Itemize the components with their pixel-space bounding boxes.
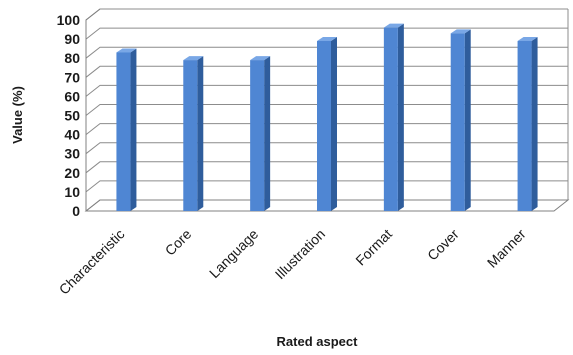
y-axis-ticks: 0 10 20 30 40 50 60 70 80 90 100 [57,12,81,219]
y-tick-label: 0 [72,203,80,219]
bar-side [331,37,337,212]
x-axis-title: Rated aspect [277,334,359,349]
bar-side [397,23,404,211]
bar-illustration [317,37,337,212]
y-tick-label: 10 [64,184,80,200]
gridline [85,180,568,193]
x-tick-label: Illustration [272,226,328,282]
bar-front [250,60,265,211]
bar-top [183,56,204,61]
y-tick-label: 80 [64,50,80,66]
y-tick-label: 100 [57,12,81,28]
y-tick-label: 50 [64,108,80,124]
y-tick-label: 40 [64,127,80,143]
chart-walls [84,8,570,212]
bar-top [250,56,271,61]
bar-front [116,52,131,211]
x-tick-label: Format [352,226,395,269]
bar-front [450,33,465,212]
bar-core [183,56,204,211]
y-tick-label: 90 [64,31,80,47]
bar-side [531,37,538,212]
y-tick-label: 60 [64,88,80,104]
gridline [85,8,568,21]
y-axis-title: Value (%) [10,86,25,144]
bar-top [517,37,538,42]
gridline [85,142,568,155]
y-tick-label: 70 [64,69,80,85]
bar-format [383,23,404,211]
x-tick-label: Manner [484,226,529,271]
floor [84,199,570,212]
left-wall-edge [85,8,101,211]
gridline [85,27,568,40]
gridline [85,84,568,97]
bar-top [317,37,337,42]
y-tick-label: 20 [64,165,80,181]
gridline [85,46,568,59]
gridline [85,104,568,116]
bar-front [183,60,198,211]
bar-front [317,41,331,212]
bar-side [197,56,204,211]
bar-side [264,56,271,211]
bar-front [517,41,532,212]
gridline [85,123,568,135]
gridline [85,161,568,174]
bar-top [116,48,137,53]
bar-top [450,29,471,34]
bar-characteristic [116,48,137,211]
x-tick-label: Core [162,226,195,259]
gridline [85,65,568,78]
x-tick-label: Language [206,226,262,282]
bar-side [130,48,137,211]
bar-cover [450,29,471,212]
x-tick-label: Cover [424,226,462,264]
x-tick-label: Characteristic [56,226,128,298]
bar-top [383,23,404,28]
bar-language [250,56,271,211]
bar-front [383,27,398,211]
bars [116,23,538,212]
x-axis-ticks: Characteristic Core Language Illustration Fo… [56,226,529,298]
bar-manner [517,37,538,212]
y-tick-label: 30 [64,146,80,162]
bar-side [464,29,471,212]
